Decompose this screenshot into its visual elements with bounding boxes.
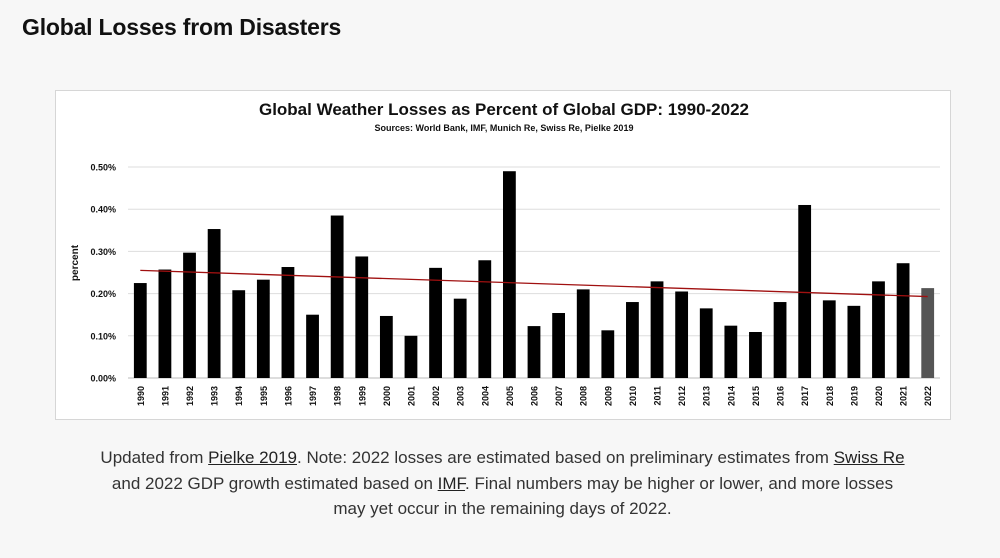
swiss-re-link[interactable]: Swiss Re — [833, 448, 905, 467]
x-tick-label: 1994 — [234, 386, 244, 406]
x-tick-label: 2012 — [677, 386, 687, 406]
bar-1995 — [256, 279, 270, 378]
x-tick-label: 2019 — [849, 386, 859, 406]
bar-2008 — [576, 289, 590, 378]
x-tick-label: 2001 — [406, 386, 416, 406]
bar-1999 — [355, 256, 369, 378]
caption-text: Updated from — [100, 448, 209, 467]
y-axis-label: percent — [70, 244, 81, 281]
x-tick-label: 2007 — [554, 386, 564, 406]
bar-2022 — [921, 288, 935, 378]
x-tick-label: 2014 — [726, 386, 736, 406]
chart-title: Global Weather Losses as Percent of Glob… — [259, 100, 749, 119]
imf-link[interactable]: IMF — [437, 473, 466, 493]
bar-2019 — [847, 305, 861, 378]
bar-1991 — [158, 269, 172, 378]
x-tick-label: 2006 — [530, 386, 540, 406]
x-tick-label: 1997 — [308, 386, 318, 406]
y-tick-label: 0.00% — [90, 374, 116, 384]
caption-text: and 2022 GDP growth estimated based on — [111, 473, 438, 493]
bar-2017 — [798, 204, 812, 378]
bar-2006 — [527, 326, 541, 378]
bar-2000 — [379, 315, 393, 378]
bar-1990 — [133, 283, 147, 378]
bar-2013 — [699, 308, 713, 378]
trend-line — [140, 269, 928, 298]
bar-1998 — [330, 215, 344, 378]
bar-2001 — [404, 335, 418, 378]
bar-2011 — [650, 281, 664, 378]
x-tick-label: 1998 — [333, 386, 343, 406]
x-tick-label: 2010 — [628, 386, 638, 406]
y-tick-label: 0.30% — [90, 247, 116, 257]
x-tick-label: 2017 — [800, 386, 810, 406]
y-tick-label: 0.10% — [90, 331, 116, 341]
x-tick-label: 2000 — [382, 386, 392, 406]
caption-text: . Final numbers may be higher or lower, … — [333, 473, 894, 519]
bar-1997 — [306, 314, 319, 378]
bar-2015 — [749, 332, 762, 378]
bar-chart: Global Weather Losses as Percent of Glob… — [70, 100, 940, 406]
x-tick-label: 2011 — [653, 386, 663, 406]
bar-2018 — [822, 300, 836, 378]
page-title: Global Losses from Disasters — [22, 14, 342, 40]
x-tick-label: 2016 — [776, 386, 786, 406]
x-tick-label: 1999 — [357, 386, 367, 406]
x-tick-label: 2013 — [702, 386, 712, 406]
bar-2007 — [552, 313, 566, 378]
x-tick-label: 2022 — [923, 386, 933, 406]
x-tick-labels: 1990 1991 1992 1993 1994 1995 1996 1997 1998 1999… — [136, 386, 933, 406]
pielke-2019-link[interactable]: Pielke 2019 — [208, 448, 297, 467]
x-tick-label: 2020 — [874, 386, 884, 406]
y-tick-label: 0.40% — [90, 205, 116, 215]
x-tick-label: 2008 — [579, 386, 589, 406]
bars — [133, 171, 935, 378]
bar-2003 — [453, 298, 467, 378]
bar-2021 — [896, 263, 910, 378]
bar-1992 — [183, 252, 196, 378]
x-tick-label: 1996 — [283, 386, 293, 406]
bar-2005 — [502, 171, 516, 378]
x-tick-label: 2005 — [505, 386, 515, 406]
x-tick-label: 2018 — [825, 386, 835, 406]
y-tick-labels: 0.00% 0.10% 0.20% 0.30% 0.40% 0.50% — [90, 163, 116, 384]
bar-1994 — [232, 290, 246, 378]
x-tick-label: 2009 — [603, 386, 613, 406]
x-tick-label: 1993 — [210, 386, 220, 406]
x-tick-label: 2003 — [456, 386, 466, 406]
bar-2010 — [626, 302, 639, 378]
bar-2002 — [429, 267, 442, 378]
bar-2014 — [724, 325, 738, 378]
bar-2020 — [872, 281, 885, 378]
bar-2009 — [601, 330, 615, 378]
y-tick-label: 0.50% — [90, 163, 116, 173]
x-tick-label: 2015 — [751, 386, 761, 406]
bar-2012 — [675, 291, 689, 378]
bar-1996 — [281, 267, 295, 378]
x-tick-label: 2002 — [431, 386, 441, 406]
x-tick-label: 1992 — [185, 386, 195, 406]
y-tick-label: 0.20% — [90, 289, 116, 299]
caption-text: . Note: 2022 losses are estimated based … — [297, 448, 834, 467]
x-tick-label: 1991 — [160, 386, 170, 406]
caption: Updated from Pielke 2019. Note: 2022 los… — [100, 445, 905, 522]
x-tick-label: 1995 — [259, 386, 269, 406]
x-tick-label: 1990 — [136, 386, 146, 406]
chart-container: Global Weather Losses as Percent of Glob… — [55, 90, 951, 420]
bar-2016 — [773, 302, 787, 378]
bar-2004 — [478, 260, 492, 378]
x-tick-label: 2021 — [899, 386, 909, 406]
x-tick-label: 2004 — [480, 386, 490, 406]
bar-1993 — [207, 229, 221, 378]
chart-subtitle: Sources: World Bank, IMF, Munich Re, Swi… — [375, 123, 634, 133]
